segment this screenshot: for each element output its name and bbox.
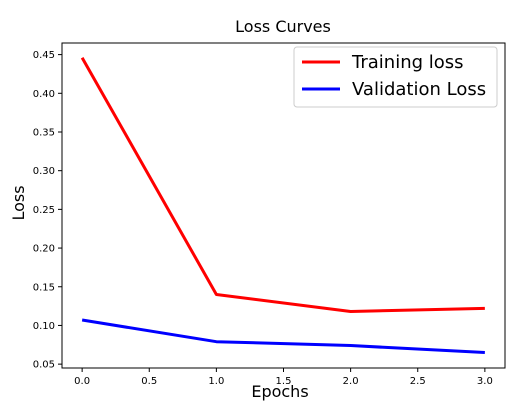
- x-tick-label: 0.5: [141, 376, 157, 387]
- x-tick-label: 1.0: [208, 376, 224, 387]
- y-tick-label: 0.40: [33, 89, 55, 100]
- x-tick-label: 2.0: [343, 376, 359, 387]
- plot-area: [80, 56, 485, 355]
- x-axis-title: Epochs: [251, 382, 308, 401]
- x-tick-label: 3.0: [477, 376, 493, 387]
- chart-title: Loss Curves: [235, 17, 331, 36]
- y-tick-label: 0.20: [33, 244, 55, 255]
- y-tick-label: 0.25: [33, 205, 55, 216]
- y-tick-label: 0.30: [33, 166, 55, 177]
- y-tick-label: 0.15: [33, 282, 55, 293]
- legend-box: [293, 46, 498, 108]
- axes: 0.0 0.5 1.0 1.5 2.0 2.5 3.0 0.05 0.10 0.15 0.20 0.2…: [33, 42, 506, 387]
- y-tick-label: 0.10: [33, 321, 55, 332]
- x-tick-label: 1.5: [276, 376, 292, 387]
- y-tick-label: 0.05: [33, 360, 55, 371]
- y-tick-label: 0.35: [33, 127, 55, 138]
- y-axis-title: Loss: [9, 185, 28, 220]
- legend-label: Training loss: [351, 52, 464, 73]
- x-tick-label: 2.5: [410, 376, 426, 387]
- y-tick-label: 0.45: [33, 50, 55, 61]
- series-line-validation-loss: [81, 318, 485, 355]
- x-tick-label: 0.0: [74, 376, 90, 387]
- series-line-training-loss: [80, 56, 485, 314]
- legend-label: Validation Loss: [352, 79, 486, 100]
- legend: Training loss Validation Loss: [293, 46, 498, 108]
